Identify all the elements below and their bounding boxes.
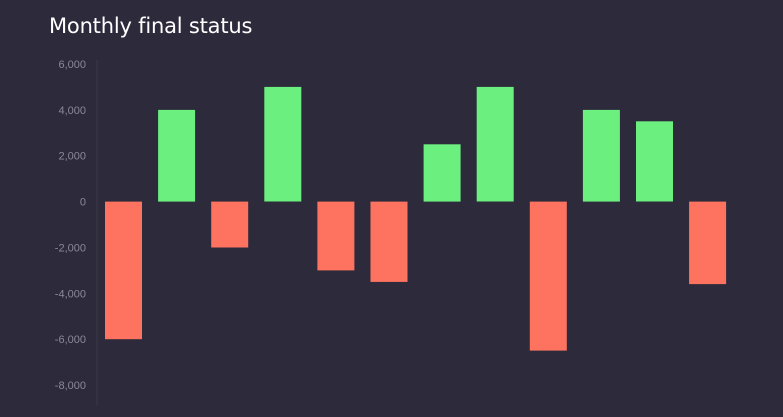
bar-negative[interactable] xyxy=(317,201,355,271)
y-tick-label: -4,000 xyxy=(55,288,86,300)
bar-negative[interactable] xyxy=(105,201,142,340)
bar-positive[interactable] xyxy=(476,86,514,202)
bars-group xyxy=(105,86,727,351)
bar-negative[interactable] xyxy=(529,201,567,351)
bar-positive[interactable] xyxy=(582,109,620,202)
y-tick-label: 6,000 xyxy=(58,59,86,71)
chart-title: Monthly final status xyxy=(49,14,253,38)
bar-negative[interactable] xyxy=(370,201,408,282)
y-tick-label: 0 xyxy=(80,197,86,209)
bar-positive[interactable] xyxy=(158,109,196,202)
y-tick-label: 2,000 xyxy=(58,151,86,163)
bar-positive[interactable] xyxy=(264,86,302,202)
y-tick-label: -8,000 xyxy=(55,380,86,392)
bar-positive[interactable] xyxy=(636,121,673,202)
y-tick-label: -2,000 xyxy=(55,242,86,254)
y-tick-label: -6,000 xyxy=(55,334,86,346)
y-axis-ticks: 6,000 4,000 2,000 0 -2,000 -4,000 -6,000 -8,000 xyxy=(55,59,86,392)
bar-negative[interactable] xyxy=(211,201,249,248)
bar-positive[interactable] xyxy=(423,144,461,202)
y-tick-label: 4,000 xyxy=(58,105,86,117)
bar-negative[interactable] xyxy=(689,201,727,285)
